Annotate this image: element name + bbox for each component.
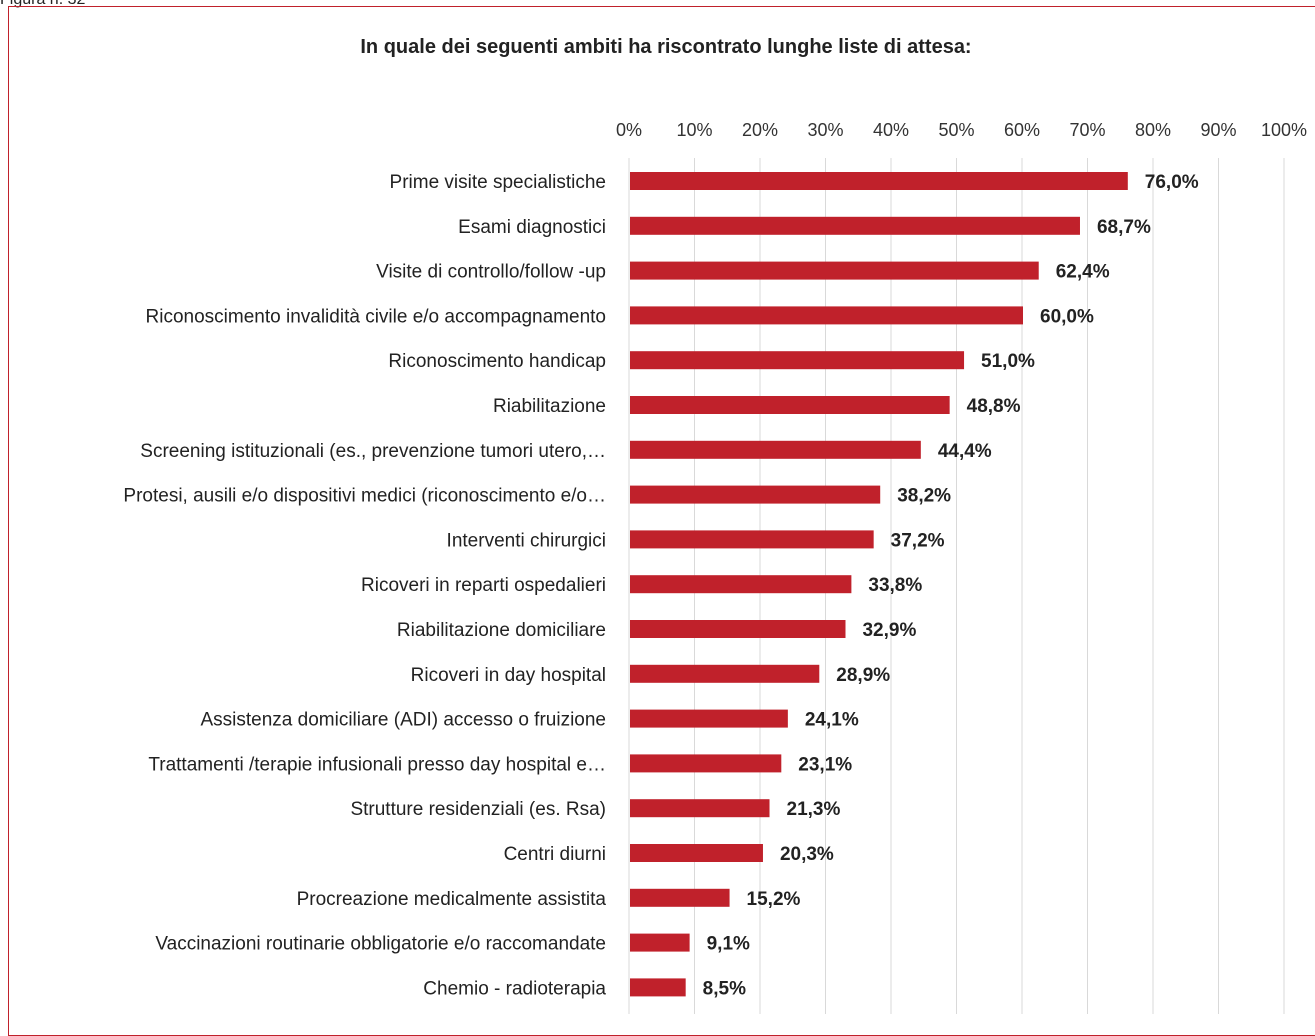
bar bbox=[630, 216, 1080, 235]
x-tick-label: 0% bbox=[616, 120, 642, 140]
x-tick-label: 100% bbox=[1261, 120, 1307, 140]
bar bbox=[630, 351, 965, 370]
data-label: 62,4% bbox=[1056, 262, 1110, 283]
category-label: Centri diurni bbox=[504, 844, 606, 865]
x-tick-label: 50% bbox=[938, 120, 974, 140]
x-tick-label: 20% bbox=[742, 120, 778, 140]
data-label: 32,9% bbox=[862, 620, 916, 641]
category-label: Riabilitazione domiciliare bbox=[397, 620, 606, 641]
bar bbox=[630, 306, 1023, 325]
bar bbox=[630, 620, 846, 638]
category-label: Ricoveri in day hospital bbox=[411, 665, 606, 686]
category-label: Protesi, ausili e/o dispositivi medici (… bbox=[123, 486, 606, 507]
bar bbox=[630, 396, 950, 414]
figure-caption: Figura n. 32 bbox=[0, 0, 85, 9]
category-label: Ricoveri in reparti ospedalieri bbox=[361, 575, 606, 596]
data-label: 37,2% bbox=[891, 530, 945, 551]
category-label: Procreazione medicalmente assistita bbox=[297, 889, 607, 910]
bar bbox=[630, 933, 690, 952]
x-tick-label: 10% bbox=[676, 120, 712, 140]
category-label: Strutture residenziali (es. Rsa) bbox=[350, 799, 606, 820]
data-label: 15,2% bbox=[747, 889, 801, 910]
bar bbox=[630, 440, 921, 459]
chart-title: In quale dei seguenti ambiti ha riscontr… bbox=[360, 36, 971, 58]
category-labels: Prime visite specialistiche Esami diagnos… bbox=[123, 172, 606, 999]
data-label: 20,3% bbox=[780, 844, 834, 865]
bar bbox=[630, 978, 686, 997]
data-label: 76,0% bbox=[1145, 172, 1199, 193]
category-label: Screening istituzionali (es., prevenzion… bbox=[140, 441, 606, 462]
data-label: 23,1% bbox=[798, 754, 852, 775]
data-label: 28,9% bbox=[836, 665, 890, 686]
data-label: 60,0% bbox=[1040, 306, 1094, 327]
bars bbox=[630, 172, 1128, 997]
category-label: Riconoscimento invalidità civile e/o acc… bbox=[146, 306, 606, 327]
category-label: Assistenza domiciliare (ADI) accesso o f… bbox=[201, 710, 607, 731]
data-label: 68,7% bbox=[1097, 217, 1151, 238]
category-label: Esami diagnostici bbox=[458, 217, 606, 238]
category-label: Trattamenti /terapie infusionali presso … bbox=[148, 754, 606, 775]
x-tick-label: 80% bbox=[1135, 120, 1171, 140]
x-tick-label: 60% bbox=[1004, 120, 1040, 140]
bar bbox=[630, 172, 1128, 190]
data-label: 44,4% bbox=[938, 441, 992, 462]
bar bbox=[630, 799, 770, 818]
category-label: Interventi chirurgici bbox=[447, 530, 606, 551]
x-axis-ticks: 0% 10% 20% 30% 40% 50% 60% 70% 80% 90% 100% bbox=[616, 120, 1307, 140]
x-tick-label: 30% bbox=[807, 120, 843, 140]
category-label: Riconoscimento handicap bbox=[388, 351, 606, 372]
data-label: 21,3% bbox=[787, 799, 841, 820]
data-label: 48,8% bbox=[967, 396, 1021, 417]
bar bbox=[630, 664, 820, 683]
bar bbox=[630, 709, 788, 728]
x-tick-label: 40% bbox=[873, 120, 909, 140]
x-tick-label: 90% bbox=[1200, 120, 1236, 140]
data-label: 38,2% bbox=[897, 486, 951, 507]
data-label: 8,5% bbox=[703, 978, 746, 999]
bar bbox=[630, 575, 852, 594]
data-label: 51,0% bbox=[981, 351, 1035, 372]
bar bbox=[630, 844, 763, 862]
grid-lines bbox=[628, 158, 1285, 1014]
data-label: 33,8% bbox=[868, 575, 922, 596]
data-label: 24,1% bbox=[805, 710, 859, 731]
bar bbox=[630, 754, 782, 773]
category-label: Chemio - radioterapia bbox=[423, 978, 606, 999]
bar bbox=[630, 485, 881, 504]
bar bbox=[630, 530, 874, 549]
bar bbox=[630, 888, 730, 907]
category-label: Prime visite specialistiche bbox=[390, 172, 606, 193]
value-labels: 76,0% 68,7% 62,4% 60,0% 51,0% 48,8% 44,4% 38,2%… bbox=[703, 172, 1199, 999]
category-label: Visite di controllo/follow -up bbox=[376, 262, 606, 283]
data-label: 9,1% bbox=[707, 934, 750, 955]
category-label: Vaccinazioni routinarie obbligatorie e/o… bbox=[155, 934, 606, 955]
category-label: Riabilitazione bbox=[493, 396, 606, 417]
x-tick-label: 70% bbox=[1069, 120, 1105, 140]
bar bbox=[630, 261, 1039, 280]
